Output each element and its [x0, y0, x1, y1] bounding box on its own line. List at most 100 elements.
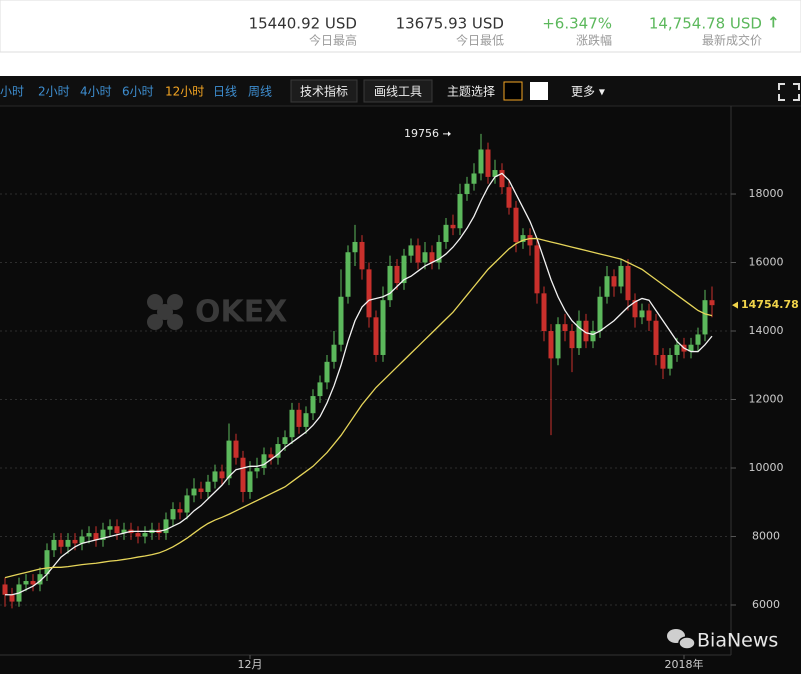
header-bar: [0, 0, 801, 53]
x-tick-label: 2018年: [665, 657, 704, 671]
toolbar-button[interactable]: [363, 79, 433, 103]
candle-body: [37, 574, 43, 585]
candle-body: [688, 344, 694, 352]
candle-body: [226, 440, 232, 479]
candle-body: [408, 245, 414, 256]
candle-body: [709, 300, 715, 306]
candle-body: [401, 255, 407, 284]
watermark-logo: OKEX: [195, 295, 287, 330]
candle-body: [506, 187, 512, 208]
candle-body: [632, 300, 638, 318]
candle-body: [597, 296, 603, 332]
candle-body: [310, 396, 316, 414]
stat-label: 今日最高: [309, 33, 357, 48]
high-arrowhead: [448, 131, 451, 137]
stat-arrow: ↑: [767, 14, 780, 32]
candle-body: [275, 444, 281, 458]
candle-body: [436, 241, 442, 263]
candle-body: [394, 265, 400, 284]
y-tick-label: 12000: [749, 393, 784, 406]
candle-body: [184, 495, 190, 513]
candle-body: [464, 183, 470, 195]
theme-dark[interactable]: [503, 81, 523, 101]
wechat-icon: [667, 629, 696, 650]
interval-tab[interactable]: 小时: [0, 85, 24, 99]
candle-body: [324, 361, 330, 383]
candle-body: [338, 296, 344, 345]
toolbar-button[interactable]: [290, 79, 358, 103]
candle-body: [520, 235, 526, 242]
candle-body: [359, 241, 365, 270]
fullscreen-icon[interactable]: [778, 83, 800, 101]
candle-body: [72, 539, 78, 544]
candle-body: [317, 382, 323, 397]
candle-body: [387, 265, 393, 301]
candle-body: [576, 320, 582, 349]
theme-light[interactable]: [530, 82, 548, 100]
candle-body: [380, 300, 386, 355]
candle-body: [177, 509, 183, 513]
candle-body: [163, 519, 169, 534]
candle-body: [541, 293, 547, 332]
candle-body: [58, 539, 64, 547]
candle-body: [233, 440, 239, 458]
candle-body: [646, 310, 652, 321]
candle-body: [667, 354, 673, 369]
candle-body: [611, 276, 617, 287]
candle-body: [191, 488, 197, 496]
candle-body: [457, 194, 463, 229]
candle-body: [366, 269, 372, 318]
candle-body: [527, 235, 533, 246]
candle-body: [86, 533, 92, 537]
candle-body: [653, 320, 659, 355]
candle-body: [282, 437, 288, 445]
candle-body: [569, 331, 575, 349]
stat-value: 15440.92 USD: [249, 15, 357, 33]
interval-tab[interactable]: 日线: [213, 85, 237, 99]
last-price-label: 14754.78: [741, 298, 799, 311]
interval-tab[interactable]: 6小时: [122, 85, 154, 99]
interval-tab[interactable]: 周线: [248, 85, 272, 99]
candle-body: [702, 300, 708, 335]
y-tick-label: 18000: [749, 187, 784, 200]
high-annotation: 19756: [404, 127, 439, 140]
watermark-source: BiaNews: [697, 630, 778, 652]
candle-body: [562, 324, 568, 332]
y-tick-label: 8000: [752, 530, 780, 543]
interval-tab[interactable]: 4小时: [80, 85, 112, 99]
candle-body: [303, 413, 309, 427]
x-tick-label: 12月: [238, 658, 263, 671]
stat-value: +6.347%: [542, 15, 612, 33]
candle-body: [485, 149, 491, 177]
candle-body: [534, 245, 540, 294]
more-menu[interactable]: 更多 ▾: [571, 85, 605, 99]
interval-tab[interactable]: 2小时: [38, 85, 70, 99]
candle-body: [93, 533, 99, 540]
candle-body: [345, 252, 351, 297]
moving-average: [4, 237, 713, 579]
toolbar-button-label[interactable]: 技术指标: [300, 84, 348, 99]
candle-body: [450, 224, 456, 229]
candle-body: [268, 454, 274, 458]
candle-body: [373, 317, 379, 355]
stat-label: 今日最低: [456, 33, 504, 48]
candle-body: [548, 331, 554, 359]
interval-tab[interactable]: 12小时: [165, 85, 204, 99]
candle-body: [142, 533, 148, 537]
candle-body: [114, 526, 120, 534]
candle-body: [23, 581, 29, 585]
candle-body: [674, 344, 680, 355]
candle-body: [254, 468, 260, 472]
candle-body: [212, 471, 218, 482]
candle-body: [492, 170, 498, 177]
candle-body: [79, 536, 85, 544]
toolbar-button-label[interactable]: 画线工具: [374, 85, 422, 99]
y-tick-label: 10000: [749, 461, 784, 474]
candle-body: [51, 539, 57, 551]
candle-body: [443, 224, 449, 242]
y-tick-label: 14000: [749, 324, 784, 337]
candle-body: [107, 526, 113, 530]
last-price-arrow: [732, 301, 738, 309]
candle-body: [625, 265, 631, 301]
